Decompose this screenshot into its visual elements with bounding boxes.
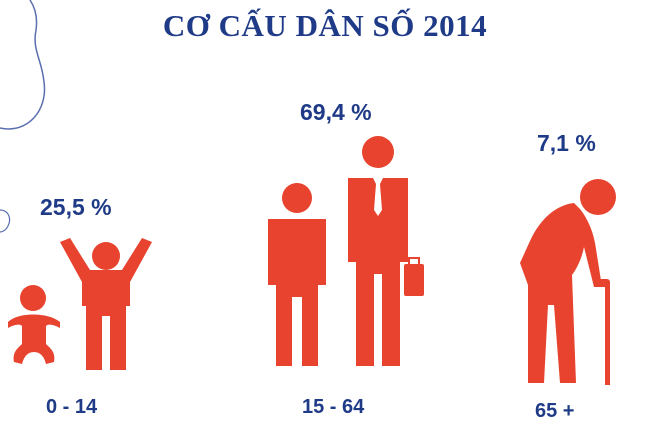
percent-0-14: 25,5 % (40, 194, 112, 220)
child-icon (60, 238, 152, 370)
adult-man-icon (268, 183, 326, 366)
percent-15-64: 69,4 % (300, 99, 372, 125)
businessman-icon (348, 136, 424, 366)
baby-icon (8, 285, 60, 364)
decorative-bubble (0, 0, 46, 233)
elderly-man-icon (520, 179, 616, 385)
percent-65-plus: 7,1 % (537, 130, 596, 156)
age-label-15-64: 15 - 64 (302, 396, 365, 418)
age-label-65-plus: 65 + (535, 400, 575, 422)
page-title: CƠ CẤU DÂN SỐ 2014 (162, 8, 488, 43)
age-label-0-14: 0 - 14 (46, 396, 98, 418)
